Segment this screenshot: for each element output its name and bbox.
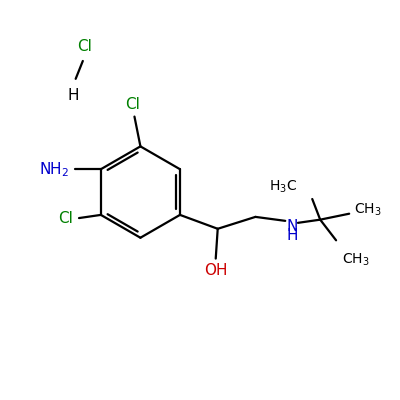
Text: Cl: Cl [77, 39, 92, 54]
Text: CH$_3$: CH$_3$ [354, 202, 382, 218]
Text: N: N [287, 218, 298, 234]
Text: Cl: Cl [58, 211, 73, 226]
Text: NH$_2$: NH$_2$ [39, 160, 69, 178]
Text: H$_3$C: H$_3$C [270, 179, 298, 195]
Text: H: H [287, 228, 298, 243]
Text: CH$_3$: CH$_3$ [342, 252, 370, 268]
Text: OH: OH [204, 263, 228, 278]
Text: Cl: Cl [125, 97, 140, 112]
Text: H: H [68, 88, 80, 102]
